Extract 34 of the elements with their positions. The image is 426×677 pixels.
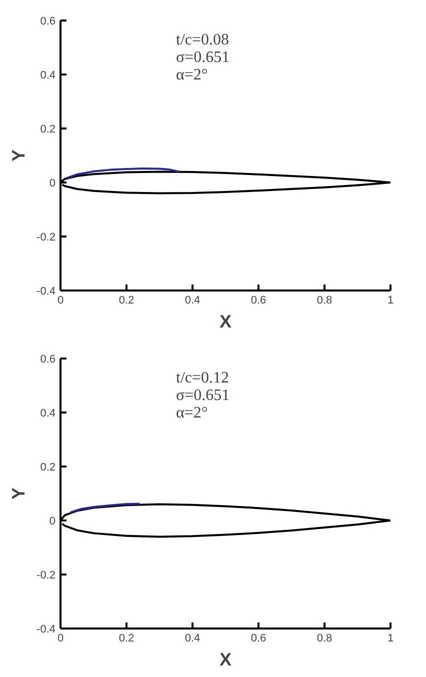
annotation: α=2° — [176, 66, 208, 84]
annotation: α=2° — [176, 404, 208, 422]
x-axis-title: X — [219, 312, 232, 332]
x-tick-label: 0 — [57, 632, 64, 644]
y-tick-label: -0.2 — [36, 570, 56, 582]
y-tick-label: -0.2 — [36, 232, 56, 244]
y-axis-title: Y — [8, 487, 29, 500]
annotation: σ=0.651 — [176, 386, 230, 404]
x-tick-label: 1 — [387, 294, 394, 306]
y-tick-label: 0.6 — [40, 354, 56, 366]
x-tick-label: 0.2 — [118, 632, 134, 644]
x-tick-label: 0.4 — [184, 632, 200, 644]
x-tick-label: 0.4 — [184, 294, 200, 306]
y-tick-label: 0 — [49, 516, 56, 528]
y-tick-label: 0.6 — [40, 16, 56, 28]
x-tick-label: 0.8 — [316, 632, 332, 644]
y-tick-label: 0.4 — [40, 70, 56, 82]
x-tick-label: 0.8 — [316, 294, 332, 306]
y-tick-label: 0.2 — [40, 124, 56, 136]
x-tick-label: 0.2 — [118, 294, 134, 306]
x-tick-label: 0.6 — [250, 632, 266, 644]
y-tick-label: -0.4 — [36, 624, 56, 636]
x-tick-label: 0 — [57, 294, 64, 306]
y-tick-label: -0.4 — [36, 286, 56, 298]
y-axis-title: Y — [8, 149, 29, 162]
annotation: t/c=0.12 — [176, 369, 230, 386]
y-tick-label: 0.4 — [40, 408, 56, 420]
y-tick-label: 0.2 — [40, 462, 56, 474]
x-tick-label: 0.6 — [250, 294, 266, 306]
y-tick-label: 0 — [49, 178, 56, 190]
x-axis-title: X — [219, 650, 232, 670]
annotation: t/c=0.08 — [176, 31, 230, 48]
x-tick-label: 1 — [387, 632, 394, 644]
annotation: σ=0.651 — [176, 48, 230, 66]
